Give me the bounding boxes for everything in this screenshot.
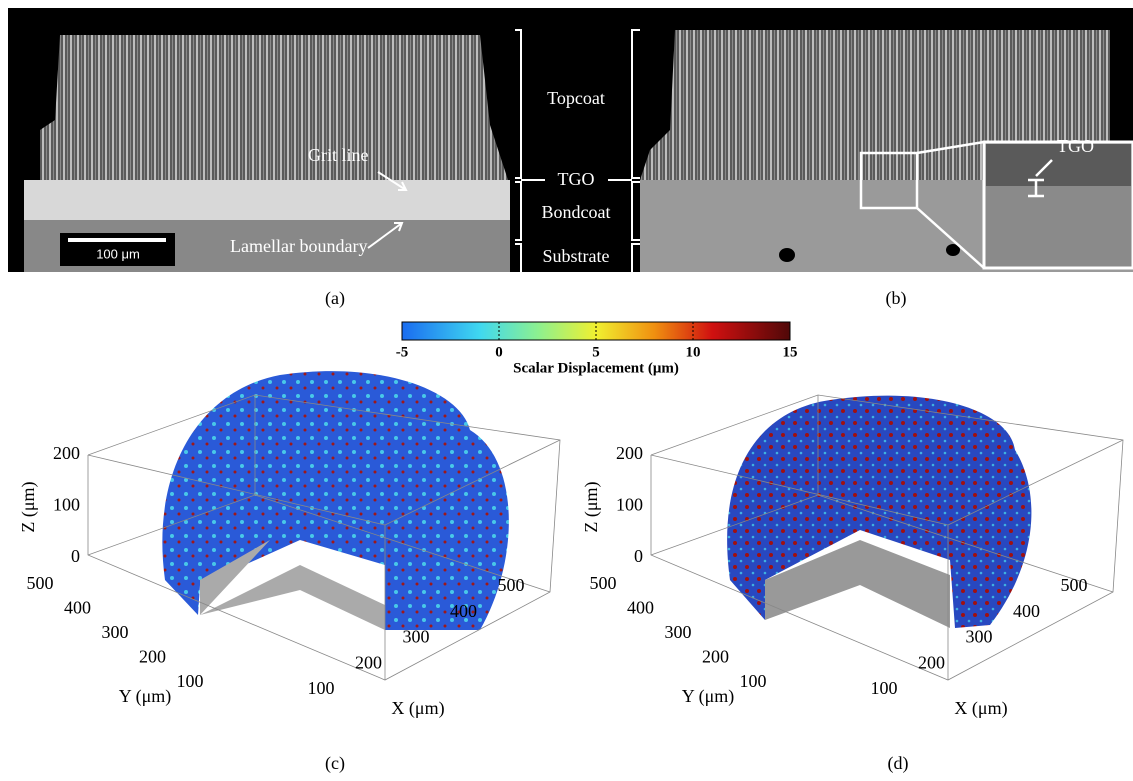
y-label: Y (μm) bbox=[119, 686, 171, 707]
volume-c bbox=[162, 371, 509, 630]
scale-bar bbox=[68, 238, 166, 242]
x-tick-label: 200 bbox=[355, 652, 382, 672]
x-tick-label: 500 bbox=[1061, 575, 1088, 595]
pore bbox=[946, 244, 960, 256]
z-tick-label: 100 bbox=[53, 495, 80, 515]
annotation: Lamellar boundary bbox=[230, 236, 367, 256]
x-tick-label: 400 bbox=[1013, 601, 1040, 621]
z-label: Z (μm) bbox=[18, 481, 39, 532]
layer-label: Topcoat bbox=[547, 88, 605, 108]
box-edge bbox=[650, 494, 1114, 593]
y-tick-label: 100 bbox=[177, 671, 204, 691]
y-tick-label: 200 bbox=[139, 647, 166, 667]
caption: (a) bbox=[325, 288, 345, 309]
axes-3d: 0 100 200 100 200 300 400 500 100 200 300 400 500 Z (… bbox=[581, 394, 1124, 719]
x-tick-label: 200 bbox=[918, 652, 945, 672]
y-tick-label: 500 bbox=[27, 573, 54, 593]
colorbar-label: Scalar Displacement (μm) bbox=[513, 360, 679, 376]
x-tick-label: 300 bbox=[403, 627, 430, 647]
scale-label: 100 μm bbox=[96, 246, 140, 261]
z-tick-label: 200 bbox=[53, 443, 80, 463]
bondcoat-a bbox=[24, 180, 510, 220]
caption: (b) bbox=[886, 288, 907, 309]
inset-label: TGO bbox=[1057, 136, 1094, 156]
z-label: Z (μm) bbox=[581, 481, 602, 532]
pore bbox=[779, 248, 795, 262]
x-label: X (μm) bbox=[954, 698, 1007, 719]
box-edge bbox=[87, 494, 551, 593]
layer-label: TGO bbox=[558, 169, 595, 189]
box-edge bbox=[947, 439, 1124, 526]
caption: (d) bbox=[888, 753, 909, 774]
inset-topcoat bbox=[986, 144, 1131, 186]
y-tick-label: 400 bbox=[64, 598, 91, 618]
y-tick-label: 100 bbox=[740, 671, 767, 691]
caption: (c) bbox=[325, 753, 345, 774]
colorbar-tick-label: 10 bbox=[686, 344, 701, 360]
x-tick-label: 100 bbox=[308, 678, 335, 698]
z-tick-label: 200 bbox=[616, 443, 643, 463]
cutout-d bbox=[765, 540, 950, 628]
y-tick-label: 300 bbox=[102, 622, 129, 642]
y-tick-label: 400 bbox=[627, 598, 654, 618]
x-tick-label: 400 bbox=[450, 601, 477, 621]
z-tick-label: 0 bbox=[71, 546, 80, 566]
layer-brackets bbox=[515, 29, 640, 272]
arrows bbox=[367, 171, 408, 249]
z-tick-label: 0 bbox=[634, 546, 643, 566]
colorbar-tick-label: -5 bbox=[396, 344, 409, 360]
colorbar-tick-label: 15 bbox=[783, 344, 798, 360]
layer-label: Bondcoat bbox=[542, 202, 611, 222]
y-tick-label: 200 bbox=[702, 647, 729, 667]
topcoat-a bbox=[40, 35, 508, 180]
layer-label: Substrate bbox=[543, 246, 610, 266]
x-label: X (μm) bbox=[391, 698, 444, 719]
z-tick-label: 100 bbox=[616, 495, 643, 515]
axes-3d: 0 100 200 100 200 300 400 500 100 200 300 400 500 Z (… bbox=[18, 394, 561, 719]
x-tick-label: 500 bbox=[498, 575, 525, 595]
colorbar-tick-label: 0 bbox=[495, 344, 503, 360]
zoom-line bbox=[916, 140, 985, 155]
y-tick-label: 300 bbox=[665, 622, 692, 642]
zoom-box bbox=[859, 151, 919, 210]
y-tick-label: 500 bbox=[590, 573, 617, 593]
box-edge bbox=[384, 439, 561, 526]
cutout-c bbox=[200, 540, 385, 630]
zoom-line bbox=[916, 207, 985, 269]
colorbar-tick-label: 5 bbox=[592, 344, 600, 360]
box-edge bbox=[650, 454, 949, 526]
annotation: Grit line bbox=[308, 145, 369, 165]
volume-d bbox=[727, 395, 1032, 628]
x-tick-label: 100 bbox=[871, 678, 898, 698]
box-edge bbox=[87, 454, 386, 526]
tgo-marker bbox=[1028, 159, 1053, 198]
y-label: Y (μm) bbox=[682, 686, 734, 707]
x-tick-label: 300 bbox=[966, 627, 993, 647]
